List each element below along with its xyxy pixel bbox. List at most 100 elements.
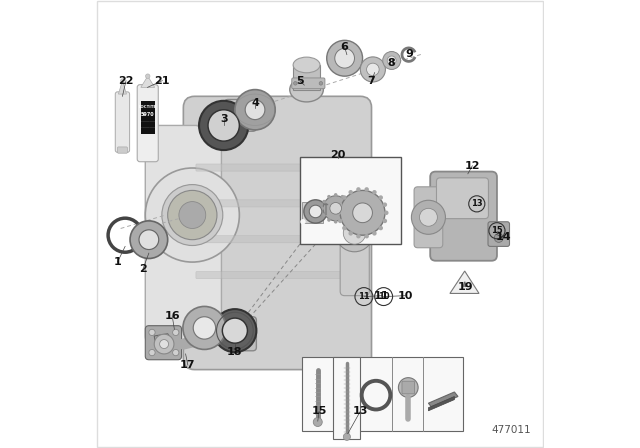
- Circle shape: [321, 207, 324, 210]
- Text: 2: 2: [139, 264, 147, 274]
- Circle shape: [327, 218, 331, 222]
- Circle shape: [412, 200, 445, 234]
- FancyBboxPatch shape: [115, 92, 130, 152]
- Circle shape: [378, 195, 383, 200]
- Circle shape: [356, 234, 361, 238]
- Circle shape: [419, 208, 437, 226]
- FancyBboxPatch shape: [333, 357, 360, 439]
- Circle shape: [199, 101, 248, 150]
- Circle shape: [314, 418, 323, 426]
- Circle shape: [149, 329, 155, 336]
- Text: 5: 5: [296, 76, 303, 86]
- Circle shape: [383, 202, 387, 207]
- Circle shape: [348, 207, 351, 210]
- Text: 6: 6: [340, 42, 349, 52]
- Circle shape: [330, 202, 342, 214]
- Circle shape: [378, 226, 383, 230]
- Text: 4: 4: [251, 98, 259, 108]
- Text: 12: 12: [465, 161, 480, 171]
- Circle shape: [173, 349, 179, 356]
- FancyBboxPatch shape: [436, 178, 488, 219]
- Circle shape: [343, 222, 365, 244]
- FancyBboxPatch shape: [118, 147, 127, 153]
- Text: 7: 7: [367, 76, 376, 86]
- FancyBboxPatch shape: [141, 101, 155, 134]
- FancyBboxPatch shape: [402, 381, 415, 394]
- Circle shape: [340, 190, 385, 235]
- Circle shape: [245, 100, 265, 120]
- Circle shape: [364, 187, 369, 192]
- Circle shape: [208, 110, 239, 141]
- Circle shape: [323, 196, 348, 221]
- FancyBboxPatch shape: [196, 271, 355, 279]
- Polygon shape: [141, 76, 155, 87]
- Text: 11: 11: [374, 291, 390, 301]
- FancyBboxPatch shape: [196, 164, 355, 171]
- Text: 15: 15: [491, 226, 503, 235]
- Circle shape: [323, 200, 326, 203]
- Circle shape: [372, 231, 377, 236]
- FancyBboxPatch shape: [225, 317, 257, 351]
- Circle shape: [346, 213, 349, 217]
- Circle shape: [234, 327, 248, 341]
- Text: 10: 10: [378, 292, 389, 301]
- FancyBboxPatch shape: [340, 175, 369, 296]
- Polygon shape: [428, 392, 458, 408]
- Circle shape: [364, 234, 369, 238]
- FancyBboxPatch shape: [302, 357, 463, 431]
- Circle shape: [179, 202, 206, 228]
- Circle shape: [334, 193, 337, 197]
- Text: 477011: 477011: [492, 426, 531, 435]
- Circle shape: [235, 90, 275, 130]
- Text: LOCTITE: LOCTITE: [139, 105, 157, 108]
- Text: 14: 14: [496, 233, 511, 242]
- FancyBboxPatch shape: [145, 326, 182, 360]
- Circle shape: [145, 74, 150, 78]
- Circle shape: [338, 202, 342, 207]
- Ellipse shape: [290, 77, 323, 102]
- Circle shape: [342, 195, 347, 200]
- Text: 16: 16: [164, 311, 180, 321]
- Text: 15: 15: [312, 406, 327, 416]
- Ellipse shape: [293, 57, 320, 73]
- Circle shape: [372, 190, 377, 194]
- Circle shape: [348, 190, 353, 194]
- Polygon shape: [293, 65, 320, 90]
- Text: 13: 13: [471, 199, 483, 208]
- Circle shape: [356, 187, 361, 192]
- Circle shape: [343, 433, 351, 440]
- Text: 17: 17: [180, 360, 196, 370]
- Circle shape: [340, 195, 344, 198]
- FancyBboxPatch shape: [414, 187, 443, 248]
- Circle shape: [335, 214, 373, 252]
- Text: 19: 19: [458, 282, 474, 292]
- Circle shape: [353, 203, 372, 223]
- Text: ▲: ▲: [462, 279, 468, 288]
- FancyBboxPatch shape: [300, 157, 401, 244]
- Text: 10: 10: [397, 291, 413, 301]
- Circle shape: [227, 320, 254, 347]
- Circle shape: [398, 378, 418, 397]
- Circle shape: [294, 82, 297, 85]
- Text: 18: 18: [227, 347, 243, 357]
- Circle shape: [159, 340, 168, 349]
- Circle shape: [222, 318, 248, 343]
- FancyBboxPatch shape: [292, 78, 325, 89]
- Circle shape: [337, 211, 341, 215]
- FancyBboxPatch shape: [301, 202, 323, 223]
- Circle shape: [334, 220, 337, 224]
- Circle shape: [234, 110, 248, 123]
- Circle shape: [213, 309, 257, 352]
- Circle shape: [327, 195, 331, 198]
- Circle shape: [168, 190, 217, 240]
- Text: 1: 1: [114, 257, 122, 267]
- Polygon shape: [450, 271, 479, 293]
- Circle shape: [383, 219, 387, 223]
- Circle shape: [384, 211, 388, 215]
- Polygon shape: [428, 396, 454, 411]
- Polygon shape: [118, 81, 127, 94]
- Text: 13: 13: [353, 406, 368, 416]
- Circle shape: [130, 221, 168, 258]
- Circle shape: [342, 226, 347, 230]
- Circle shape: [387, 56, 396, 65]
